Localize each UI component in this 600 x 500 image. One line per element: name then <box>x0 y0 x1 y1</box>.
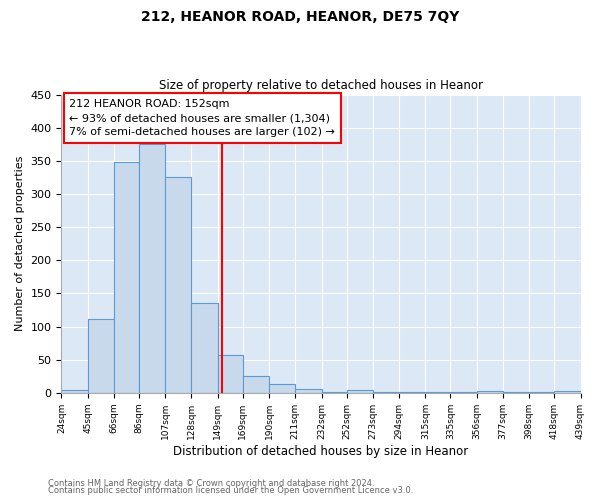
Bar <box>269 384 295 393</box>
Bar <box>529 392 554 393</box>
Bar <box>373 392 399 393</box>
Text: 212, HEANOR ROAD, HEANOR, DE75 7QY: 212, HEANOR ROAD, HEANOR, DE75 7QY <box>141 10 459 24</box>
Bar <box>218 355 243 393</box>
Bar <box>476 391 503 393</box>
Bar <box>425 392 451 393</box>
Bar <box>451 392 476 393</box>
Text: Contains HM Land Registry data © Crown copyright and database right 2024.: Contains HM Land Registry data © Crown c… <box>48 478 374 488</box>
X-axis label: Distribution of detached houses by size in Heanor: Distribution of detached houses by size … <box>173 444 469 458</box>
Bar <box>191 302 218 393</box>
Bar <box>322 392 347 393</box>
Text: 212 HEANOR ROAD: 152sqm
← 93% of detached houses are smaller (1,304)
7% of semi-: 212 HEANOR ROAD: 152sqm ← 93% of detache… <box>69 99 335 137</box>
Bar <box>243 376 269 393</box>
Bar <box>295 389 322 393</box>
Bar <box>554 391 581 393</box>
Bar <box>399 392 425 393</box>
Bar <box>503 392 529 393</box>
Bar <box>165 178 191 393</box>
Y-axis label: Number of detached properties: Number of detached properties <box>15 156 25 332</box>
Bar <box>61 390 88 393</box>
Bar <box>114 162 139 393</box>
Bar <box>88 318 114 393</box>
Title: Size of property relative to detached houses in Heanor: Size of property relative to detached ho… <box>159 79 483 92</box>
Bar <box>347 390 373 393</box>
Bar <box>139 144 165 393</box>
Text: Contains public sector information licensed under the Open Government Licence v3: Contains public sector information licen… <box>48 486 413 495</box>
